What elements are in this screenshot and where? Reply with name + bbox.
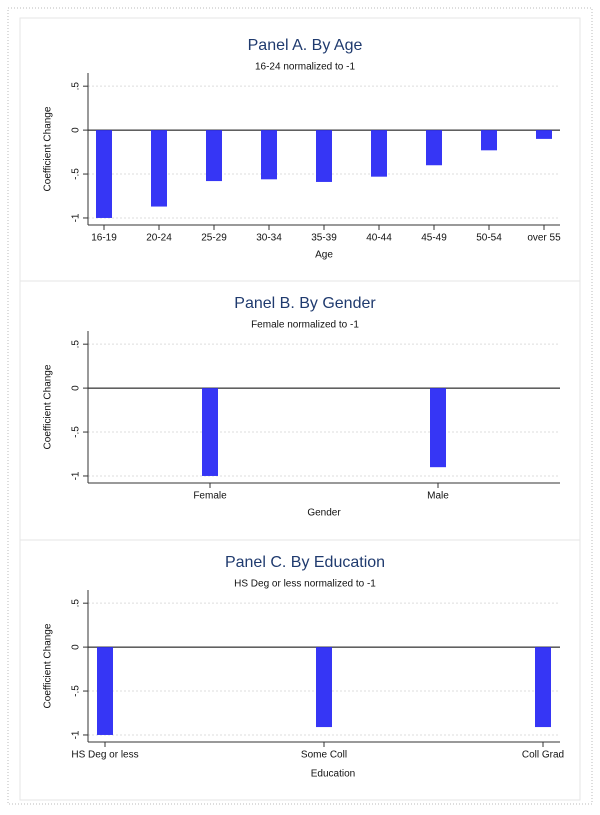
y-tick-label: -1 (71, 471, 82, 480)
x-axis-title: Education (311, 769, 355, 780)
bar (151, 130, 167, 207)
y-axis-title: Coefficient Change (43, 106, 54, 191)
bar (97, 647, 113, 735)
x-tick-label: 25-29 (201, 233, 227, 244)
x-tick-label: HS Deg or less (71, 750, 138, 761)
panel-title: Panel C. By Education (225, 554, 385, 571)
y-tick-label: 0 (71, 385, 82, 391)
x-tick-label: 45-49 (421, 233, 447, 244)
bar (316, 130, 332, 182)
x-tick-label: Some Coll (301, 750, 347, 761)
panel-frame (19, 17, 581, 801)
frame (7, 7, 593, 805)
x-tick-label: over 55 (527, 233, 561, 244)
x-tick-label: 50-54 (476, 233, 502, 244)
bar (371, 130, 387, 177)
x-tick-label: 20-24 (146, 233, 172, 244)
bar (206, 130, 222, 182)
y-tick-label: -1 (71, 730, 82, 739)
x-tick-label: Male (427, 491, 449, 502)
bar (430, 388, 446, 468)
bar (202, 388, 218, 476)
y-tick-label: -.5 (71, 685, 82, 697)
y-tick-label: .5 (71, 340, 82, 349)
y-axis-title: Coefficient Change (43, 364, 54, 449)
x-axis-title: Age (315, 250, 333, 261)
y-axis-title: Coefficient Change (43, 623, 54, 708)
y-tick-label: 0 (71, 644, 82, 650)
x-tick-label: Coll Grad (522, 750, 564, 761)
panel-title: Panel B. By Gender (234, 295, 376, 312)
panel-subtitle: Female normalized to -1 (251, 320, 359, 331)
bar (535, 647, 551, 728)
x-tick-label: 40-44 (366, 233, 392, 244)
y-tick-label: .5 (71, 82, 82, 91)
y-tick-label: -.5 (71, 168, 82, 180)
y-tick-label: -.5 (71, 426, 82, 438)
y-tick-label: .5 (71, 599, 82, 608)
x-tick-label: Female (193, 491, 227, 502)
bar (481, 130, 497, 151)
bar (316, 647, 332, 728)
bar (261, 130, 277, 180)
bar (536, 130, 552, 139)
y-tick-label: -1 (71, 213, 82, 222)
bar (426, 130, 442, 166)
bar (96, 130, 112, 218)
x-tick-label: 30-34 (256, 233, 282, 244)
x-tick-label: 35-39 (311, 233, 337, 244)
x-axis-title: Gender (307, 508, 341, 519)
panel-subtitle: 16-24 normalized to -1 (255, 62, 355, 73)
panel-subtitle: HS Deg or less normalized to -1 (234, 579, 376, 590)
panel-title: Panel A. By Age (248, 37, 363, 54)
x-tick-label: 16-19 (91, 233, 117, 244)
y-tick-label: 0 (71, 127, 82, 133)
